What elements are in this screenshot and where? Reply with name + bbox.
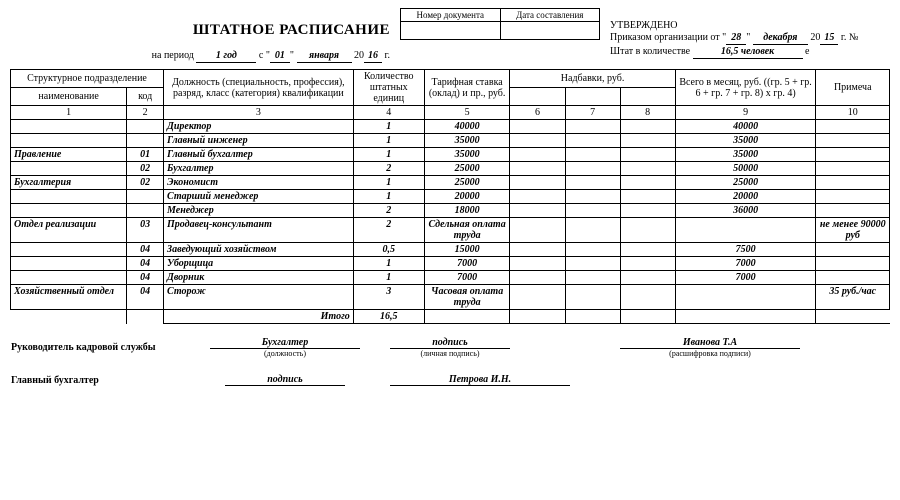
th-dept-code: код [127,88,164,106]
order-month: декабря [753,31,808,45]
th-allow: Надбавки, руб. [510,70,675,88]
table-row: Старший менеджер12000020000 [11,190,890,204]
hr-position: Бухгалтер [210,337,360,349]
table-row: Хозяйственный отдел04Сторож3Часовая опла… [11,285,890,310]
doc-title: ШТАТНОЕ РАСПИСАНИЕ [10,22,390,39]
totals-units: 16,5 [353,310,424,324]
signature-chief-acc: Главный бухгалтер подпись Петрова И.Н. [10,373,890,387]
docnum-label: Номер документа [401,9,501,22]
header-area: ШТАТНОЕ РАСПИСАНИЕ на период 1 год с "01… [10,8,890,63]
from-c: с " [259,50,270,61]
table-row: Отдел реализации03Продавец-консультант2С… [11,218,890,243]
th-dept-name: наименование [11,88,127,106]
approved-label: УТВЕРЖДЕНО [610,20,890,31]
table-row: 04Уборщица170007000 [11,257,890,271]
th-units: Количество штатных единиц [353,70,424,106]
period-value: 1 год [196,49,256,63]
period-label: на период [152,50,194,61]
table-row: 04Дворник170007000 [11,271,890,285]
table-row: Бухгалтерия02Экономист12500025000 [11,176,890,190]
period-line: на период 1 год с "01" января 2016 г. [10,49,390,63]
table-body: Директор14000040000Главный инженер135000… [11,120,890,310]
order-day: 28 [726,31,746,45]
totals-row: Итого 16,5 [11,310,890,324]
chief-acc-label: Главный бухгалтер [10,373,200,387]
th-note: Примеча [816,70,890,106]
hr-head-label: Руководитель кадровой службы [10,336,200,359]
docdate-value [500,22,600,40]
staff-value: 16,5 человек [693,45,803,59]
totals-label: Итого [164,310,354,324]
approval-block: УТВЕРЖДЕНО Приказом организации от "28" … [610,8,890,59]
th-total: Всего в месяц, руб. ((гр. 5 + гр. 6 + гр… [675,70,816,106]
ca-name: Петрова И.Н. [390,374,570,386]
hr-name: Иванова Т.А [620,337,800,349]
docnum-value [401,22,501,40]
th-tariff: Тарифная ставка (оклад) и пр., руб. [424,70,510,106]
order-year: 15 [820,31,838,45]
period-month: января [297,49,352,63]
table-row: 02Бухгалтер22500050000 [11,162,890,176]
period-year: 16 [364,49,382,63]
th-dept: Структурное подразделение [11,70,164,88]
docdate-label: Дата составления [500,9,600,22]
ca-sign-line: подпись [225,374,345,386]
signature-hr: Руководитель кадровой службы Бухгалтер (… [10,336,890,359]
period-day: 01 [270,49,290,63]
table-row: 04Заведующий хозяйством0,5150007500 [11,243,890,257]
hr-sign-line: подпись [390,337,510,349]
table-row: Правление01Главный бухгалтер13500035000 [11,148,890,162]
table-row: Менеджер21800036000 [11,204,890,218]
th-position: Должность (специальность, профессия), ра… [164,70,354,106]
staffing-table: Структурное подразделение Должность (спе… [10,69,890,324]
doc-number-box: Номер документа Дата составления [400,8,600,40]
table-row: Директор14000040000 [11,120,890,134]
table-row: Главный инженер13500035000 [11,134,890,148]
